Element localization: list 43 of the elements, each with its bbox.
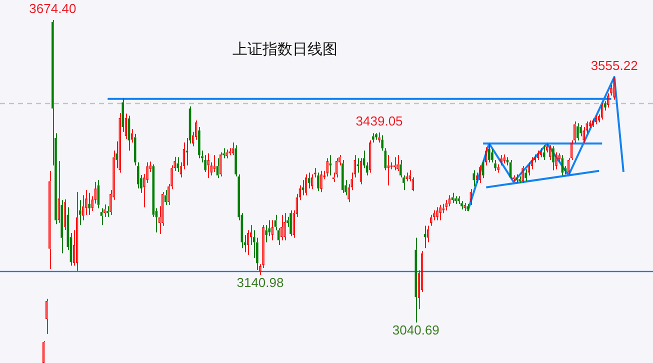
candlestick <box>137 162 140 189</box>
candlestick <box>402 174 405 191</box>
candlestick <box>342 159 344 194</box>
candlestick <box>106 206 109 218</box>
annotation: 3040.69 <box>392 322 440 338</box>
candlestick <box>576 122 579 141</box>
candlestick <box>234 144 237 177</box>
candlestick <box>460 200 463 210</box>
candlestick <box>381 134 384 152</box>
candlestick <box>524 168 527 182</box>
candlestick <box>400 159 402 178</box>
candlestick <box>290 210 292 237</box>
candlestick <box>265 224 268 243</box>
candlestick <box>88 192 90 216</box>
annotation: 3140.98 <box>236 274 284 290</box>
candlestick <box>60 200 63 254</box>
candlestick <box>488 142 490 163</box>
annotation: 3555.22 <box>590 58 638 74</box>
candlestick <box>604 100 606 112</box>
candlestick <box>362 150 366 169</box>
candlestick <box>372 132 374 143</box>
candlestick <box>308 172 310 189</box>
candlestick <box>542 144 546 160</box>
candlestick <box>198 126 200 159</box>
candlestick <box>491 148 494 163</box>
annotation: 3439.05 <box>356 114 403 129</box>
candlestick <box>458 196 460 204</box>
candlestick <box>518 176 521 184</box>
candlestick <box>122 98 124 132</box>
text: 上证指数日线图 <box>232 40 338 59</box>
candlestick <box>222 148 225 159</box>
candlestick <box>204 154 206 172</box>
candlestick <box>116 140 118 169</box>
candlestick <box>100 208 103 226</box>
candlestick <box>317 172 320 192</box>
candlestick <box>552 146 554 171</box>
candlestick <box>580 124 582 137</box>
candlestick <box>164 190 167 206</box>
candlestick <box>79 200 82 226</box>
candlestick <box>176 156 179 172</box>
candlestick <box>515 174 518 184</box>
candlestick <box>494 159 496 172</box>
annotation: 3674.40 <box>29 1 76 16</box>
